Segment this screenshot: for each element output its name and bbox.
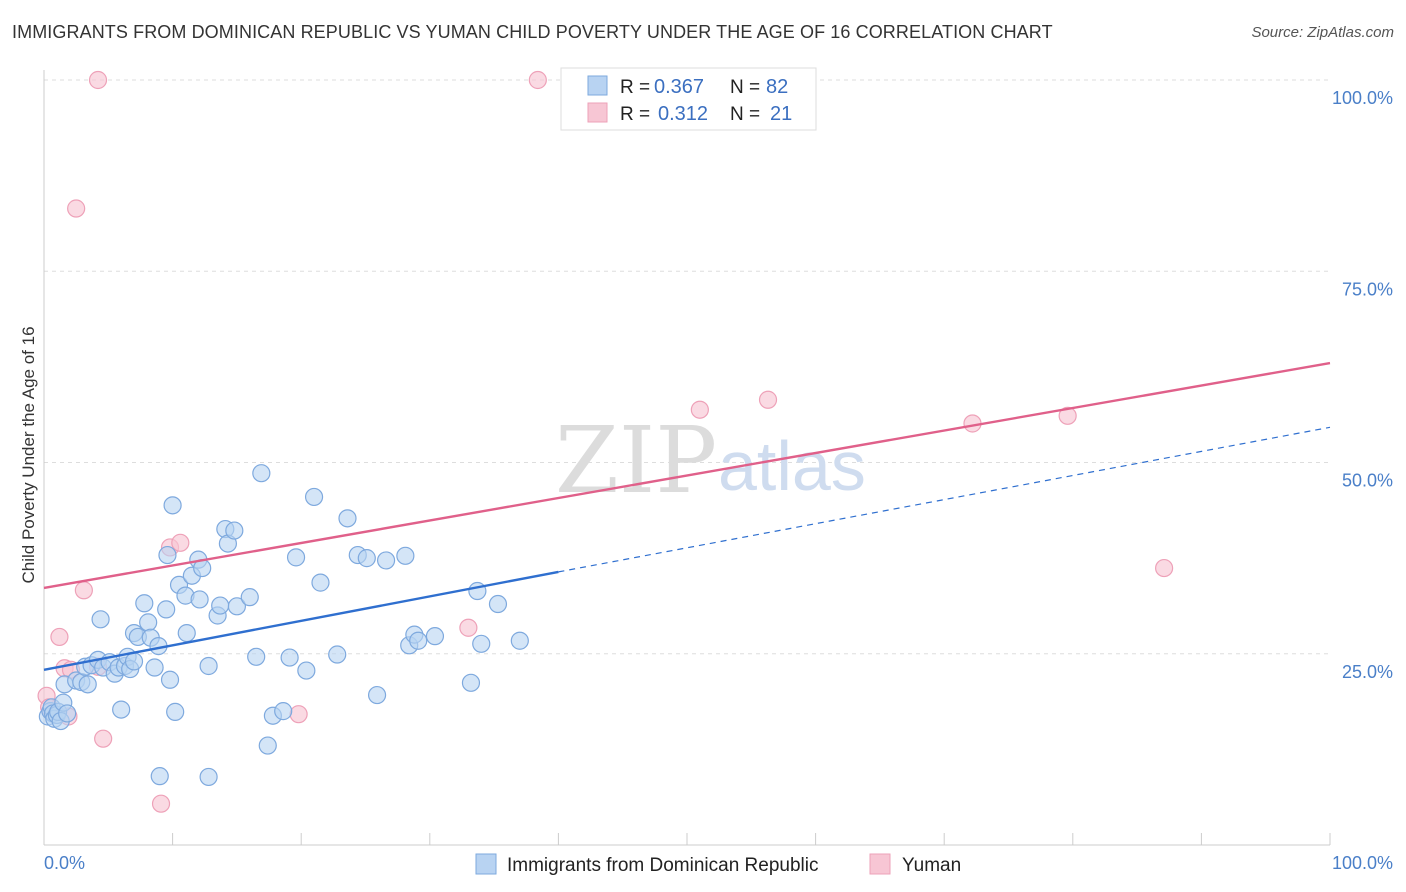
dominican-point xyxy=(227,597,246,616)
dominican-point xyxy=(274,702,293,721)
dominican-trend-extension xyxy=(558,426,1331,573)
stats-r-label-2: R = xyxy=(620,104,650,125)
yuman-point xyxy=(74,581,93,600)
x-tick-label-max: 100.0% xyxy=(1332,853,1393,873)
source-credit: Source: ZipAtlas.com xyxy=(1251,24,1394,41)
dominican-point xyxy=(338,509,357,528)
dominican-point xyxy=(199,656,218,676)
legend-label-yuman: Yuman xyxy=(902,855,961,876)
dominican-point xyxy=(280,648,299,667)
stats-n-label-2: N = xyxy=(730,104,760,125)
dominican-point xyxy=(304,487,324,507)
dominican-point xyxy=(240,588,259,607)
legend-label-dominican: Immigrants from Dominican Republic xyxy=(507,855,819,876)
yuman-point xyxy=(528,70,547,90)
trend-lines xyxy=(43,361,1331,671)
series-legend: Immigrants from Dominican Republic Yuman xyxy=(475,853,961,876)
yuman-point xyxy=(171,533,190,552)
stats-swatch-yuman xyxy=(587,102,608,123)
dominican-point xyxy=(425,627,445,646)
dominican-point xyxy=(124,652,144,671)
dominican-point xyxy=(190,590,209,609)
yuman-point xyxy=(758,390,778,409)
dominican-point xyxy=(166,702,185,721)
yuman-point xyxy=(50,627,69,647)
yuman-point xyxy=(1058,406,1077,425)
yuman-point xyxy=(459,618,478,637)
dominican-point xyxy=(78,675,97,694)
dominican-point xyxy=(145,658,164,677)
yuman-point xyxy=(94,729,113,748)
dominican-point xyxy=(135,594,154,613)
dominican-point xyxy=(396,546,415,565)
dominican-point xyxy=(160,670,180,689)
series-dominican-points xyxy=(38,464,529,787)
dominican-point xyxy=(158,545,177,565)
dominican-point xyxy=(177,623,196,643)
dominican-point xyxy=(328,645,347,664)
dominican-point xyxy=(367,685,387,705)
y-tick-label-3: 100.0% xyxy=(1332,88,1393,108)
dominican-point xyxy=(112,700,131,719)
y-tick-label-0: 25.0% xyxy=(1342,662,1393,682)
dominican-point xyxy=(376,551,396,570)
stats-r-value-1: 0.367 xyxy=(654,76,704,98)
dominican-point xyxy=(247,647,266,666)
yuman-point xyxy=(1155,558,1174,578)
dominican-point xyxy=(225,521,244,540)
dominican-point xyxy=(199,767,218,787)
chart-title: IMMIGRANTS FROM DOMINICAN REPUBLIC VS YU… xyxy=(12,22,1053,42)
stats-n-label-1: N = xyxy=(730,77,760,98)
yuman-trend-line xyxy=(43,361,1331,590)
stats-n-value-1: 82 xyxy=(766,76,788,98)
x-tick-label-min: 0.0% xyxy=(44,853,85,873)
watermark-zip: ZIP xyxy=(555,407,717,514)
yuman-point xyxy=(151,794,171,813)
y-tick-label-2: 75.0% xyxy=(1342,279,1393,299)
dominican-trend-line xyxy=(43,570,559,671)
dominican-point xyxy=(472,634,491,653)
dominican-point xyxy=(139,613,158,632)
dominican-point xyxy=(163,496,182,515)
dominican-point xyxy=(58,704,77,723)
stats-r-value-2: 0.312 xyxy=(658,103,708,125)
dominican-point xyxy=(297,661,316,680)
dominican-point xyxy=(157,600,176,619)
x-axis-ticks xyxy=(172,833,1331,845)
dominican-point xyxy=(252,464,271,483)
y-axis-label: Child Poverty Under the Age of 16 xyxy=(19,326,38,583)
yuman-point xyxy=(88,70,108,90)
dominican-point xyxy=(258,736,277,755)
dominican-point xyxy=(211,596,230,615)
yuman-point xyxy=(67,199,86,218)
y-tick-label-1: 50.0% xyxy=(1342,471,1393,491)
dominican-point xyxy=(357,549,376,568)
y-axis-tick-labels: 25.0% 50.0% 75.0% 100.0% xyxy=(1332,88,1393,682)
dominican-point xyxy=(461,673,481,692)
gridlines xyxy=(44,79,1330,655)
dominican-point xyxy=(286,548,306,567)
stats-legend: R = 0.367 N = 82 R = 0.312 N = 21 xyxy=(560,67,817,131)
dominican-point xyxy=(510,631,529,650)
stats-swatch-dominican xyxy=(587,75,608,96)
dominican-point xyxy=(488,594,508,614)
yuman-point xyxy=(289,705,308,724)
dominican-point xyxy=(311,573,330,592)
legend-swatch-yuman xyxy=(869,853,891,875)
dominican-point xyxy=(91,610,110,629)
dominican-point xyxy=(150,767,169,786)
legend-swatch-dominican xyxy=(475,853,497,875)
dominican-point xyxy=(409,631,428,650)
yuman-point xyxy=(690,400,709,419)
stats-r-label-1: R = xyxy=(620,77,650,98)
stats-n-value-2: 21 xyxy=(770,103,792,125)
